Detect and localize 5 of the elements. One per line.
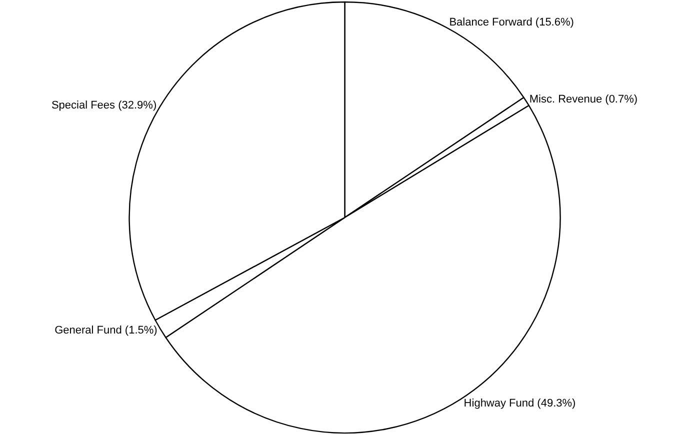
slice-label: Special Fees (32.9%) — [51, 100, 157, 112]
slice-label: Balance Forward (15.6%) — [449, 16, 574, 29]
slice-label: Highway Fund (49.3%) — [464, 397, 576, 410]
slice-label: Misc. Revenue (0.7%) — [529, 94, 638, 106]
slice-label: General Fund (1.5%) — [54, 324, 158, 337]
